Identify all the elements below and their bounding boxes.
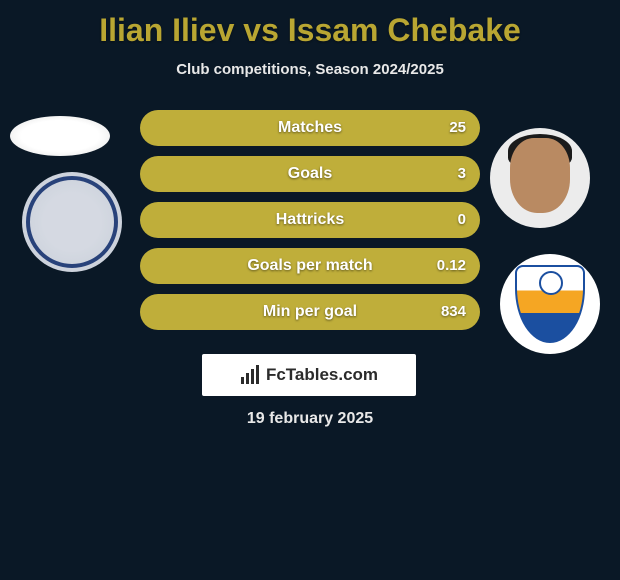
page-title: Ilian Iliev vs Issam Chebake <box>0 0 620 49</box>
player-left-club-badge <box>22 172 122 272</box>
stat-value-right: 0 <box>420 202 480 238</box>
stat-value-right: 0.12 <box>420 248 480 284</box>
stat-value-right: 834 <box>420 294 480 330</box>
chart-icon <box>240 365 260 385</box>
stat-value-right: 3 <box>420 156 480 192</box>
brand-text: FcTables.com <box>266 365 378 385</box>
player-right-club-badge <box>500 254 600 354</box>
brand-watermark: FcTables.com <box>202 354 416 396</box>
stat-value-right: 25 <box>420 110 480 146</box>
player-right-avatar <box>490 128 590 228</box>
page-subtitle: Club competitions, Season 2024/2025 <box>0 61 620 78</box>
date-text: 19 february 2025 <box>0 410 620 428</box>
player-left-avatar <box>10 116 110 156</box>
